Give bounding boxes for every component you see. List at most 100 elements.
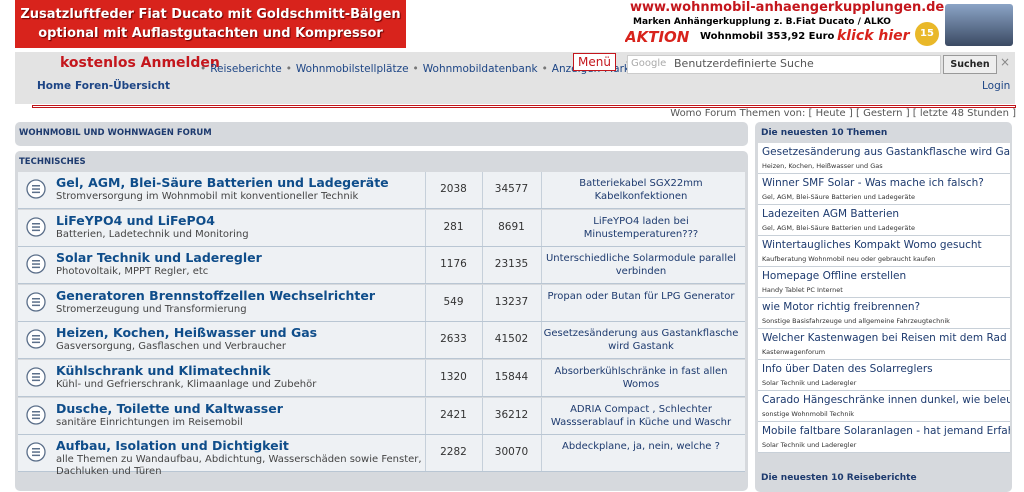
nav-link[interactable]: Wohnmobildatenbank: [422, 63, 538, 75]
sidebar-forum[interactable]: sonstige Wohnmobil Technik: [762, 410, 855, 418]
forum-name[interactable]: Generatoren Brennstoffzellen Wechselrich…: [56, 287, 376, 303]
forum-desc: Kühl- und Gefrierschrank, Klimaanlage un…: [56, 379, 317, 390]
forum-row[interactable]: Solar Technik und Laderegler Photovoltaik…: [18, 247, 745, 285]
sidebar-item[interactable]: Wintertaugliches Kompakt Womo gesucht Kau…: [758, 236, 1010, 267]
sidebar-topic[interactable]: wie Motor richtig freibrennen?: [762, 301, 921, 313]
last-post[interactable]: Propan oder Butan für LPG Generator: [547, 290, 735, 302]
column-divider: [482, 209, 483, 246]
forum-name[interactable]: Gel, AGM, Blei-Säure Batterien und Ladeg…: [56, 175, 389, 190]
forum-name[interactable]: Dusche, Toilette und Kaltwasser: [56, 400, 283, 416]
divider: [32, 105, 1016, 108]
sidebar-item[interactable]: Welcher Kastenwagen bei Reisen mit dem R…: [758, 329, 1010, 360]
sidebar-forum[interactable]: Heizen, Kochen, Heißwasser und Gas: [762, 162, 883, 170]
last-post[interactable]: Gesetzesänderung aus Gastankflasche wird…: [543, 328, 739, 353]
sidebar-item[interactable]: Ladezeiten AGM Batterien Gel, AGM, Blei-S…: [758, 205, 1010, 236]
column-divider: [541, 172, 542, 208]
forum-name[interactable]: LiFeYPO4 und LiFePO4: [56, 212, 215, 228]
topics-today[interactable]: [ Heute ]: [808, 108, 853, 119]
last-post[interactable]: Batteriekabel SGX22mm Kabelkonfektionen: [579, 178, 703, 202]
sidebar-forum[interactable]: Kastenwagenforum: [762, 348, 826, 356]
last-post[interactable]: LiFeYPO4 laden bei Minustemperaturen???: [583, 215, 699, 240]
topics-label: Womo Forum Themen von:: [670, 108, 806, 119]
forum-desc: Stromversorgung im Wohnmobil mit konvent…: [56, 191, 359, 202]
post-count: 13237: [494, 295, 529, 308]
forum-row[interactable]: Generatoren Brennstoffzellen Wechselrich…: [18, 284, 745, 322]
sidebar-topic[interactable]: Carado Hängeschränke innen dunkel, wie b…: [762, 394, 1010, 406]
column-divider: [482, 397, 483, 434]
forum-row[interactable]: Gel, AGM, Blei-Säure Batterien und Ladeg…: [18, 172, 745, 209]
sidebar-topic[interactable]: Welcher Kastenwagen bei Reisen mit dem R…: [762, 332, 1007, 344]
login-link[interactable]: Login: [982, 80, 1011, 92]
sidebar-item[interactable]: wie Motor richtig freibrennen? Sonstige B…: [758, 298, 1010, 329]
topics-yesterday[interactable]: [ Gestern ]: [855, 108, 910, 119]
column-divider: [541, 322, 542, 359]
sidebar-topic[interactable]: Info über Daten des Solarreglers: [762, 363, 933, 375]
topic-count: 281: [443, 220, 464, 233]
last-post[interactable]: Abdeckplane, ja, nein, welche ?: [562, 441, 720, 453]
forum-row[interactable]: Dusche, Toilette und Kaltwasser sanitäre …: [18, 397, 745, 435]
menu-button[interactable]: Menü: [573, 53, 616, 71]
sidebar-forum[interactable]: Gel, AGM, Blei-Säure Batterien und Ladeg…: [762, 193, 916, 201]
last-post[interactable]: Absorberkühlschränke in fast allen Womos: [554, 366, 728, 390]
nav-bullet: •: [285, 63, 292, 75]
column-divider: [425, 172, 426, 208]
breadcrumb-home[interactable]: Home: [37, 80, 72, 92]
topic-count: 2282: [440, 446, 467, 459]
forum-name[interactable]: Solar Technik und Laderegler: [56, 250, 262, 266]
last-post[interactable]: Unterschiedliche Solarmodule parallel ve…: [545, 253, 737, 278]
register-link[interactable]: kostenlos Anmelden: [60, 55, 220, 71]
forum-name[interactable]: Kühlschrank und Klimatechnik: [56, 363, 271, 378]
column-divider: [541, 360, 542, 396]
sidebar-forum[interactable]: Kaufberatung Wohnmobil neu oder gebrauch…: [762, 255, 936, 263]
forum-row[interactable]: Heizen, Kochen, Heißwasser und Gas Gasver…: [18, 322, 745, 360]
topic-count: 549: [443, 295, 464, 308]
banner-badge: 15: [915, 22, 939, 46]
forum-row[interactable]: LiFeYPO4 und LiFePO4 Batterien, Ladetechn…: [18, 209, 745, 247]
forum-row[interactable]: Kühlschrank und Klimatechnik Kühl- und Ge…: [18, 360, 745, 397]
sidebar-forum[interactable]: Sonstige Basisfahrzeuge und allgemeine F…: [762, 317, 950, 325]
forum-row[interactable]: Aufbau, Isolation und Dichtigkeit alle Th…: [18, 435, 745, 477]
sidebar-item[interactable]: Homepage Offline erstellen Handy Tablet P…: [758, 267, 1010, 298]
breadcrumb-index[interactable]: Foren-Übersicht: [75, 80, 171, 92]
forum-name[interactable]: Heizen, Kochen, Heißwasser und Gas: [56, 325, 318, 341]
sidebar-forum[interactable]: Solar Technik und Laderegler: [762, 441, 857, 449]
sidebar-topic[interactable]: Mobile faltbare Solaranlagen - hat jeman…: [762, 425, 1010, 437]
forum-desc: Batterien, Ladetechnik und Monitoring: [56, 228, 249, 240]
sidebar-item[interactable]: Info über Daten des Solarreglers Solar Te…: [758, 360, 1010, 391]
sidebar-forum[interactable]: Solar Technik und Laderegler: [762, 379, 857, 387]
column-divider: [482, 322, 483, 359]
sidebar-topic[interactable]: Gesetzesänderung aus Gastankflasche wird…: [762, 146, 1010, 158]
last-post[interactable]: ADRIA Compact , Schlechter Wassserablauf…: [550, 403, 732, 428]
topics-48h[interactable]: [ letzte 48 Stunden ]: [912, 108, 1016, 119]
column-divider: [425, 247, 426, 284]
sidebar-item[interactable]: Carado Hängeschränke innen dunkel, wie b…: [758, 391, 1010, 422]
sidebar-topic[interactable]: Homepage Offline erstellen: [762, 270, 907, 282]
nav-link[interactable]: Reiseberichte: [210, 63, 282, 75]
sidebar-forum[interactable]: Handy Tablet PC Internet: [762, 286, 843, 294]
search-input[interactable]: Google Benutzerdefinierte Suche: [627, 55, 941, 74]
topic-count: 2633: [440, 333, 467, 346]
banner-text: Marken Anhängerkupplung z. B.Fiat Ducato…: [633, 17, 891, 27]
banner-left[interactable]: Zusatzluftfeder Fiat Ducato mit Goldschm…: [15, 0, 406, 48]
sidebar-item[interactable]: Gesetzesänderung aus Gastankflasche wird…: [758, 143, 1010, 174]
sidebar-item[interactable]: Mobile faltbare Solaranlagen - hat jeman…: [758, 422, 1010, 453]
search-clear[interactable]: ×: [1000, 55, 1011, 69]
sidebar-topic[interactable]: Wintertaugliches Kompakt Womo gesucht: [762, 239, 982, 251]
column-divider: [425, 397, 426, 434]
post-count: 30070: [494, 446, 529, 459]
search-button[interactable]: Suchen: [943, 55, 997, 74]
sidebar-title: Die neuesten 10 Themen: [761, 128, 888, 138]
banner-right[interactable]: www.wohnmobil-anhaengerkupplungen.de Mar…: [625, 0, 1015, 48]
post-count: 34577: [494, 183, 529, 195]
forum-name[interactable]: Aufbau, Isolation und Dichtigkeit: [56, 438, 289, 454]
nav-link[interactable]: Wohnmobilstellplätze: [295, 63, 409, 75]
forum-desc: sanitäre Einrichtungen im Reisemobil: [56, 416, 243, 428]
column-divider: [541, 284, 542, 321]
post-count: 41502: [494, 333, 529, 346]
forum-title: WOHNMOBIL UND WOHNWAGEN FORUM: [19, 128, 212, 138]
sidebar-topic[interactable]: Winner SMF Solar - Was mache ich falsch?: [762, 177, 984, 189]
sidebar-topic[interactable]: Ladezeiten AGM Batterien: [762, 208, 900, 220]
sidebar-forum[interactable]: Gel, AGM, Blei-Säure Batterien und Ladeg…: [762, 224, 916, 232]
sidebar-item[interactable]: Winner SMF Solar - Was mache ich falsch?…: [758, 174, 1010, 205]
